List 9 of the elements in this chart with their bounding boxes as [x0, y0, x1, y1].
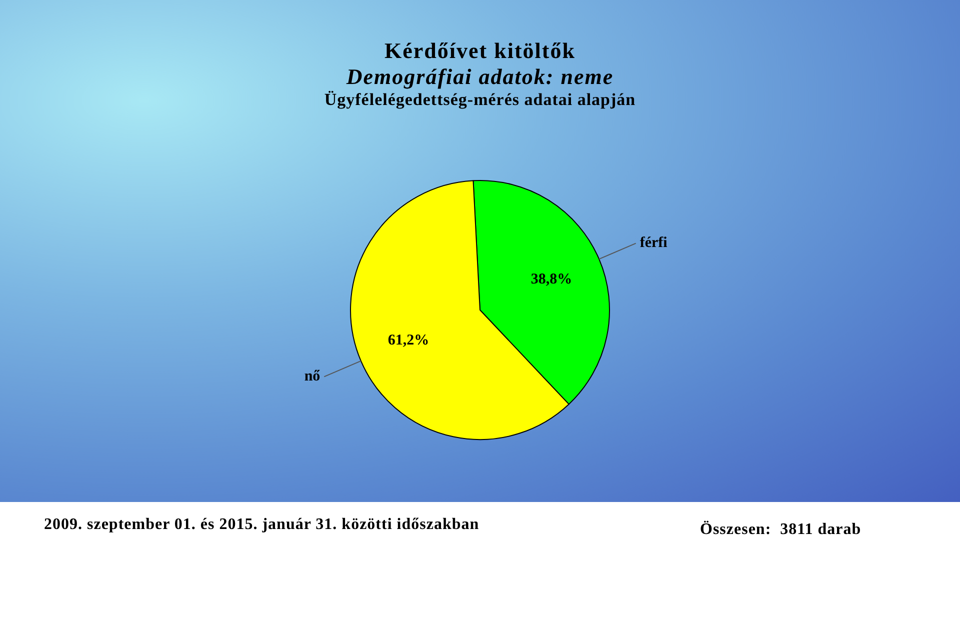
chart-subtitle: Demográfiai adatok: neme [345, 64, 615, 90]
text: 2009. szeptember 01. és 2015. január 31. közötti időszakban [44, 516, 480, 534]
slice-label: férfi [640, 235, 668, 252]
data-label: 61,2% [388, 332, 430, 348]
chart-title: Kérdőívet kitöltők [384, 38, 576, 64]
text: Ügyfélelégedettség-mérés adatai alapján [323, 90, 637, 110]
data-label: 38,8% [530, 271, 572, 288]
slice-label: nő [304, 368, 321, 385]
text: Összesen: 3811 darab [700, 521, 862, 539]
